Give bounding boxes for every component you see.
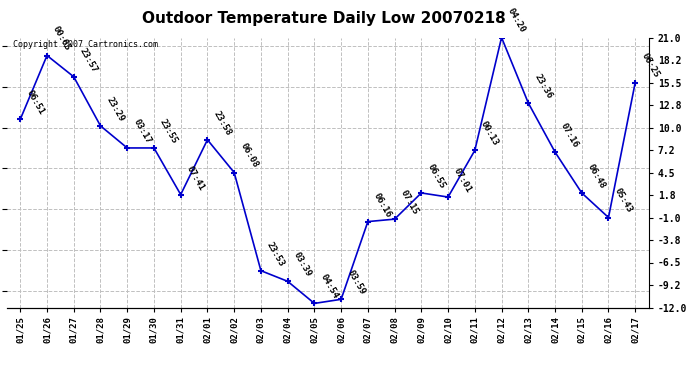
Text: 04:20: 04:20 [506, 7, 527, 35]
Text: 06:55: 06:55 [426, 162, 446, 190]
Text: 04:54: 04:54 [319, 273, 339, 301]
Text: 23:53: 23:53 [265, 240, 286, 268]
Text: 00:13: 00:13 [479, 120, 500, 148]
Text: 06:08: 06:08 [238, 142, 259, 170]
Text: 23:58: 23:58 [212, 109, 233, 137]
Text: 05:43: 05:43 [613, 187, 634, 215]
Text: 23:57: 23:57 [78, 46, 99, 74]
Text: 07:16: 07:16 [559, 122, 580, 149]
Text: 07:41: 07:41 [185, 164, 206, 192]
Text: 03:39: 03:39 [292, 251, 313, 279]
Text: 23:55: 23:55 [158, 117, 179, 145]
Text: 03:59: 03:59 [345, 269, 366, 297]
Text: Outdoor Temperature Daily Low 20070218: Outdoor Temperature Daily Low 20070218 [142, 11, 506, 26]
Text: 06:51: 06:51 [24, 89, 46, 117]
Text: Copyright 2007 Cartronics.com: Copyright 2007 Cartronics.com [13, 40, 158, 49]
Text: 06:48: 06:48 [586, 162, 607, 190]
Text: 07:01: 07:01 [452, 166, 473, 194]
Text: 06:25: 06:25 [640, 52, 660, 80]
Text: 23:36: 23:36 [533, 72, 553, 100]
Text: 00:05: 00:05 [51, 25, 72, 53]
Text: 07:15: 07:15 [399, 189, 420, 216]
Text: 23:29: 23:29 [105, 95, 126, 123]
Text: 06:16: 06:16 [372, 191, 393, 219]
Text: 03:17: 03:17 [131, 117, 152, 145]
